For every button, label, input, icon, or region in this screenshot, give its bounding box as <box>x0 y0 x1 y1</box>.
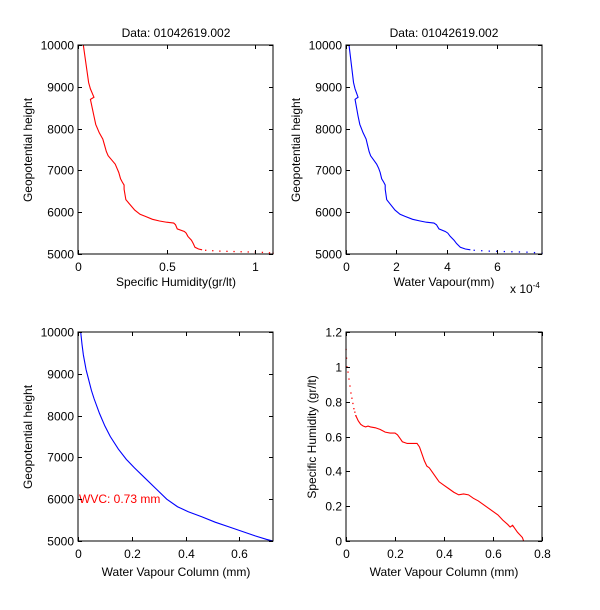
x-tick-label: 0.6 <box>485 547 502 561</box>
y-tick-label: 7000 <box>315 164 342 178</box>
data-point <box>351 397 353 399</box>
data-point <box>481 250 483 252</box>
data-point <box>268 252 271 254</box>
series-line-humidity-vs-column <box>355 415 525 542</box>
data-point <box>240 251 242 253</box>
y-tick-label: 10000 <box>41 39 75 53</box>
y-tick-label: 0.6 <box>325 431 342 445</box>
x-tick-label: 0.2 <box>124 547 141 561</box>
y-tick-label: 9000 <box>315 81 342 95</box>
y-tick-label: 6000 <box>47 206 74 220</box>
data-point <box>488 250 490 252</box>
x-axis-label: Water Vapour Column (mm) <box>370 565 519 579</box>
x-tick-label: 0 <box>343 260 350 274</box>
y-tick-label: 0.4 <box>325 465 342 479</box>
x-axis-label: Water Vapour Column (mm) <box>102 565 251 579</box>
annotation-wvc: WVC: 0.73 mm <box>79 492 160 506</box>
subplot-title: Data: 01042619.002 <box>390 26 499 40</box>
x-tick-label: 0.4 <box>436 547 453 561</box>
x-tick-label: 0.2 <box>387 547 404 561</box>
series-group <box>80 331 274 542</box>
y-tick-label: 0.2 <box>325 500 342 514</box>
axes-box <box>345 44 543 255</box>
x-exponent-base: x 10 <box>510 282 533 296</box>
data-point <box>533 251 536 254</box>
subplot-water-vapour-vs-height: Data: 01042619.002 Water Vapour(mm) Geop… <box>289 26 543 296</box>
y-tick-label: 5000 <box>47 248 74 262</box>
series-line-water-vapour-column <box>80 331 274 542</box>
axes-box <box>77 331 274 542</box>
data-point <box>205 249 207 251</box>
data-point <box>261 251 264 254</box>
data-point <box>503 250 506 253</box>
x-axis-label: Water Vapour(mm) <box>394 275 495 289</box>
series-line-specific-humidity-profile <box>82 44 203 251</box>
x-exponent-power: -4 <box>533 281 541 290</box>
x-tick-label: 0.4 <box>178 547 195 561</box>
data-point <box>347 371 349 373</box>
y-tick-label: 0.8 <box>325 396 342 410</box>
y-tick-label: 6000 <box>315 206 342 220</box>
x-tick-label: 6 <box>494 260 501 274</box>
data-point <box>219 250 221 252</box>
data-point <box>511 251 513 253</box>
y-tick-label: 0 <box>335 535 342 549</box>
y-tick-label: 10000 <box>41 326 75 340</box>
y-axis-label: Geopotential height <box>21 384 35 489</box>
data-point <box>348 378 350 380</box>
y-tick-label: 8000 <box>315 123 342 137</box>
y-tick-label: 7000 <box>47 451 74 465</box>
subplot-humidity-vs-water-vapour-column: Water Vapour Column (mm) Specific Humidi… <box>305 326 551 580</box>
x-tick-label: 4 <box>444 260 451 274</box>
x-axis-label: Specific Humidity(gr/lt) <box>116 275 236 289</box>
data-point <box>350 392 352 394</box>
data-point <box>349 385 351 387</box>
data-point <box>226 250 228 252</box>
data-point <box>496 250 498 252</box>
data-point <box>526 251 528 253</box>
y-tick-label: 6000 <box>47 493 74 507</box>
x-tick-label: 1 <box>252 260 259 274</box>
x-tick-label: 0.8 <box>534 547 551 561</box>
y-tick-label: 7000 <box>47 164 74 178</box>
subplot-specific-humidity-vs-height: Data: 01042619.002 Specific Humidity(gr/… <box>21 26 274 289</box>
data-point <box>354 411 356 413</box>
y-tick-label: 5000 <box>315 248 342 262</box>
data-point <box>352 402 354 405</box>
data-point <box>518 251 521 253</box>
y-tick-label: 9000 <box>47 368 74 382</box>
y-axis-label: Geopotential height <box>289 97 303 202</box>
data-point <box>247 251 249 253</box>
data-point <box>345 357 348 359</box>
y-tick-label: 5000 <box>47 535 74 549</box>
y-tick-label: 8000 <box>47 410 74 424</box>
x-tick-label: 2 <box>393 260 400 274</box>
data-point <box>353 408 355 410</box>
data-point <box>233 250 235 253</box>
subplot-title: Data: 01042619.002 <box>122 26 231 40</box>
data-point <box>346 366 348 368</box>
subplot-water-vapour-column-vs-height: Water Vapour Column (mm) Geopotential he… <box>21 326 274 579</box>
y-tick-label: 1 <box>335 361 342 375</box>
y-tick-label: 9000 <box>47 81 74 95</box>
x-tick-label: 0.5 <box>159 260 176 274</box>
x-tick-label: 0 <box>343 547 350 561</box>
x-axis-exponent: x 10-4 <box>510 281 540 296</box>
y-tick-label: 8000 <box>47 123 74 137</box>
y-tick-label: 10000 <box>309 39 343 53</box>
y-axis-label: Geopotential height <box>21 97 35 202</box>
axes-box <box>77 44 274 255</box>
data-point <box>212 250 214 252</box>
y-axis-label: Specific Humidity (gr/lt) <box>305 375 319 498</box>
x-tick-label: 0.6 <box>231 547 248 561</box>
x-tick-label: 0 <box>75 547 82 561</box>
data-point <box>473 249 475 251</box>
series-line-water-vapour-profile <box>348 44 471 251</box>
y-tick-label: 1.2 <box>325 326 342 340</box>
x-tick-label: 0 <box>75 260 82 274</box>
